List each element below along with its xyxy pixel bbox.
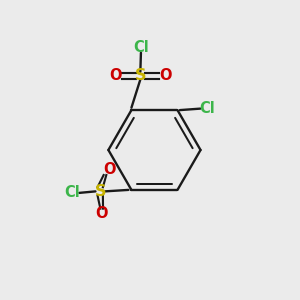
Text: O: O bbox=[159, 68, 171, 83]
Text: O: O bbox=[110, 68, 122, 83]
Text: Cl: Cl bbox=[64, 185, 80, 200]
Text: O: O bbox=[103, 162, 116, 177]
Text: Cl: Cl bbox=[133, 40, 149, 55]
Text: Cl: Cl bbox=[200, 101, 215, 116]
Text: O: O bbox=[95, 206, 108, 221]
Text: S: S bbox=[94, 184, 106, 199]
Text: S: S bbox=[135, 68, 146, 83]
